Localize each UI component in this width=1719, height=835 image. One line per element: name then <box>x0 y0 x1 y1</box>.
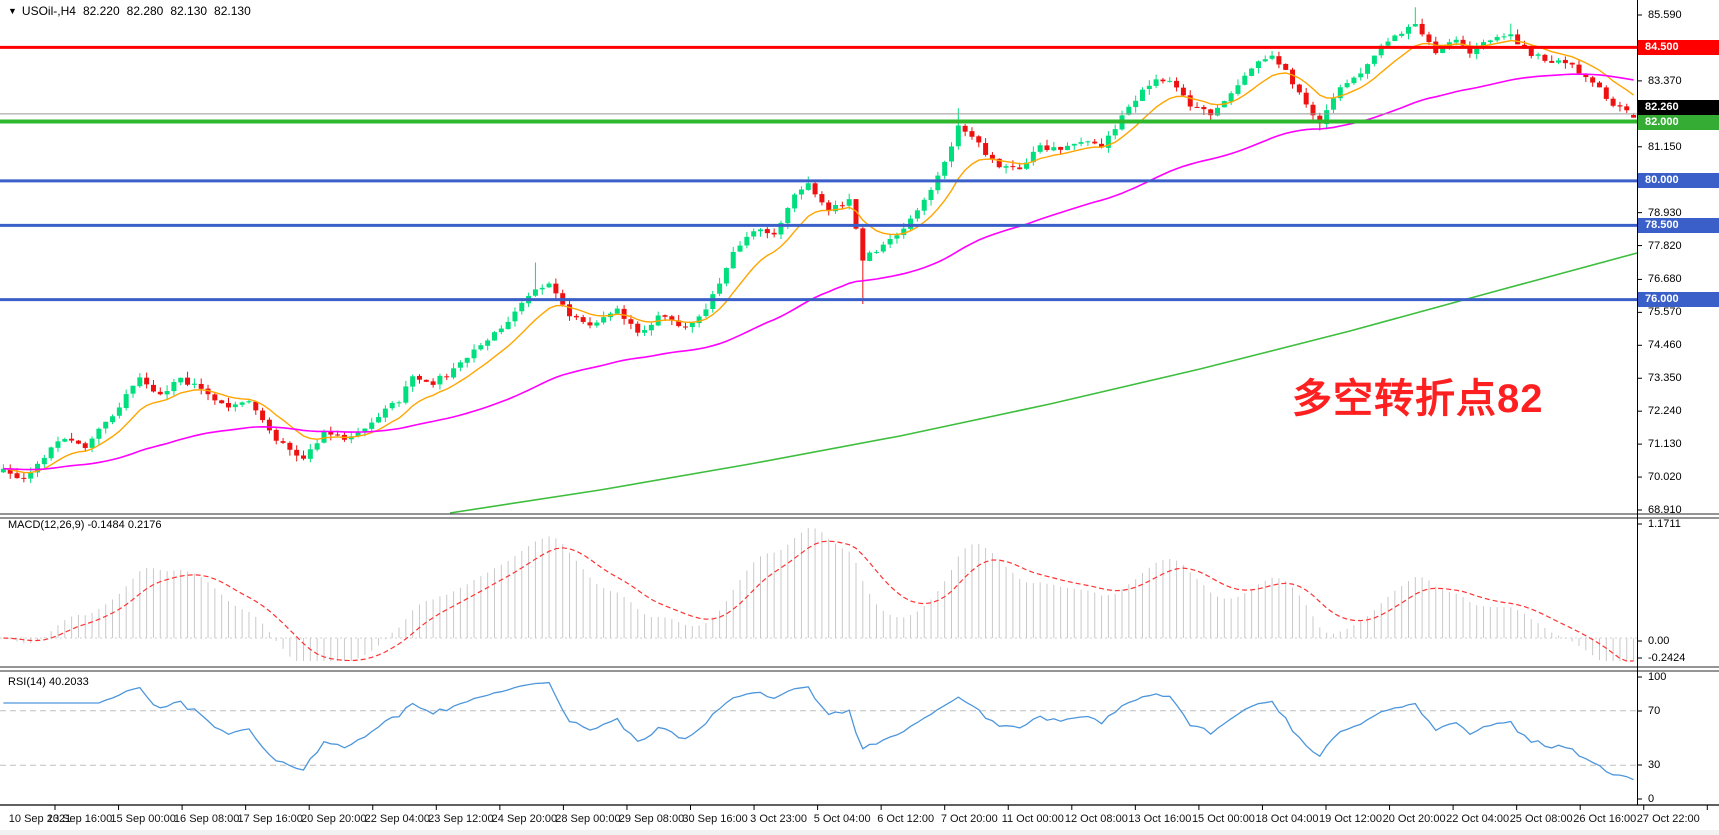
time-label: 17 Sep 16:00 <box>237 813 303 825</box>
price-tick-label: 76.680 <box>1648 273 1682 286</box>
ohlc-high: 82.280 <box>126 4 164 18</box>
rsi-axis-label: 70 <box>1648 705 1661 717</box>
price-tick-label: 83.370 <box>1648 74 1682 87</box>
price-tick-label: 75.570 <box>1648 306 1682 319</box>
price-badge: 78.500 <box>1638 217 1719 233</box>
rsi-axis-label: 30 <box>1648 759 1661 771</box>
time-label: 30 Sep 16:00 <box>682 813 748 825</box>
time-label: 28 Sep 00:00 <box>555 813 621 825</box>
price-tick-label: 78.930 <box>1648 206 1682 219</box>
macd-axis-label: -0.2424 <box>1648 652 1686 664</box>
rsi-axis-label: 100 <box>1648 671 1667 683</box>
time-label: 24 Sep 20:00 <box>491 813 558 825</box>
time-label: 5 Oct 04:00 <box>813 813 871 825</box>
collapse-arrow-icon[interactable]: ▼ <box>8 6 17 16</box>
time-label: 10 Sep 2021 <box>8 813 72 825</box>
chart-text-annotation: 多空转折点82 <box>1292 377 1544 421</box>
price-tick-label: 72.240 <box>1648 405 1682 418</box>
price-tick-label: 68.910 <box>1648 503 1682 516</box>
time-label: 20 Oct 20:00 <box>1382 813 1446 825</box>
macd-axis-label: 1.1711 <box>1648 518 1681 530</box>
time-label: 12 Oct 08:00 <box>1064 813 1128 825</box>
ohlc-open: 82.220 <box>82 4 120 18</box>
time-label: 11 Oct 00:00 <box>1001 813 1064 825</box>
price-tick-label: 70.020 <box>1648 471 1682 484</box>
time-label: 15 Oct 00:00 <box>1191 813 1255 825</box>
macd-axis-label: 0.00 <box>1648 635 1670 647</box>
time-label: 16 Sep 08:00 <box>173 813 240 825</box>
symbol-period-label: USOil-,H4 <box>21 4 76 18</box>
time-label: 13 Oct 16:00 <box>1128 813 1192 825</box>
price-badge: 76.000 <box>1638 292 1719 308</box>
chart-title: ▼ USOil-,H4 82.220 82.280 82.130 82.130 <box>8 4 251 18</box>
time-label: 23 Sep 12:00 <box>428 813 494 825</box>
time-label: 29 Sep 08:00 <box>618 813 685 825</box>
price-tick-label: 71.130 <box>1648 438 1682 451</box>
time-label: 3 Oct 23:00 <box>750 813 808 825</box>
price-badge: 82.260 <box>1638 99 1719 115</box>
time-label: 22 Oct 04:00 <box>1446 813 1510 825</box>
time-label: 22 Sep 04:00 <box>364 813 431 825</box>
time-label: 27 Oct 22:00 <box>1636 813 1700 825</box>
time-label: 7 Oct 20:00 <box>940 813 998 825</box>
rsi-indicator-label: RSI(14) 40.2033 <box>8 676 89 688</box>
time-label: 18 Oct 04:00 <box>1255 813 1319 825</box>
time-label: 20 Sep 20:00 <box>301 813 367 825</box>
bottom-edge <box>0 830 1719 835</box>
price-tick-label: 77.820 <box>1648 239 1682 252</box>
price-tick-label: 81.150 <box>1648 140 1682 153</box>
time-label: 13 Sep 16:00 <box>46 813 113 825</box>
price-badge: 82.000 <box>1638 114 1719 130</box>
price-tick-label: 73.350 <box>1648 372 1682 385</box>
time-label: 25 Oct 08:00 <box>1509 813 1573 825</box>
price-badge: 84.500 <box>1638 39 1719 55</box>
price-tick-label: 74.460 <box>1648 339 1682 352</box>
rsi-axis-label: 0 <box>1648 793 1655 805</box>
ohlc-low: 82.130 <box>170 4 208 18</box>
price-tick-label: 85.590 <box>1648 9 1682 21</box>
time-label: 6 Oct 12:00 <box>877 813 935 825</box>
time-label: 19 Oct 12:00 <box>1319 813 1383 825</box>
time-label: 15 Sep 00:00 <box>110 813 176 825</box>
price-badge: 80.000 <box>1638 173 1719 189</box>
time-label: 26 Oct 16:00 <box>1573 813 1637 825</box>
ohlc-close: 82.130 <box>214 4 251 18</box>
macd-indicator-label: MACD(12,26,9) -0.1484 0.2176 <box>8 519 162 531</box>
